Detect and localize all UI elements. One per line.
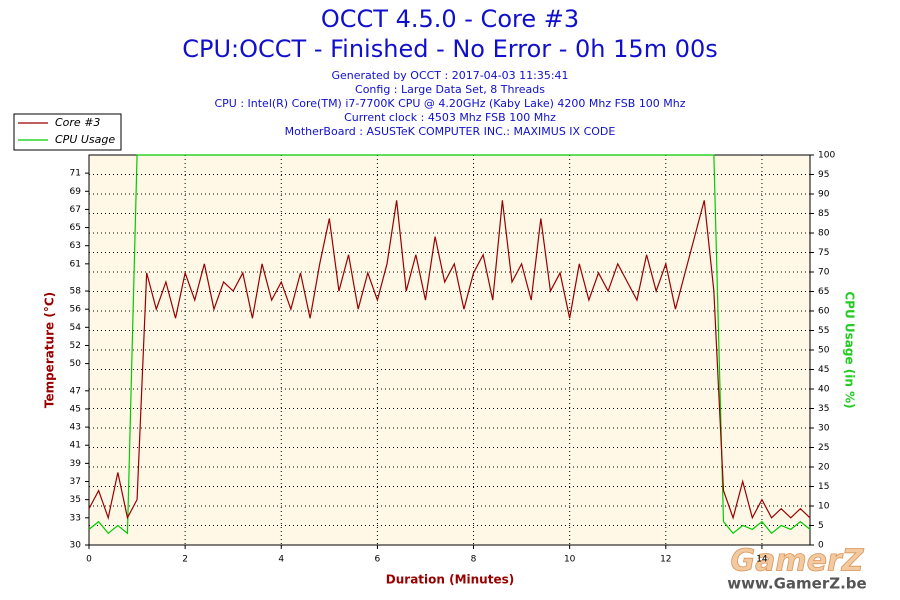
info-line: Current clock : 4503 Mhz FSB 100 Mhz	[344, 111, 556, 124]
info-line: MotherBoard : ASUSTeK COMPUTER INC.: MAX…	[285, 125, 616, 138]
x-tick-label: 6	[375, 555, 381, 565]
y-tick-label: 39	[70, 459, 82, 469]
info-line: CPU : Intel(R) Core(TM) i7-7700K CPU @ 4…	[214, 97, 685, 110]
x-tick-label: 8	[471, 555, 477, 565]
y-tick-label: 56	[70, 305, 82, 315]
y2-tick-label: 100	[818, 151, 835, 161]
y2-tick-label: 60	[818, 307, 830, 317]
y2-tick-label: 20	[818, 463, 830, 473]
y-tick-label: 35	[70, 495, 81, 505]
y-tick-label: 45	[70, 404, 81, 414]
y2-tick-label: 40	[818, 385, 830, 395]
y2-tick-label: 35	[818, 404, 829, 414]
y-tick-label: 69	[70, 187, 82, 197]
chart-subtitle: CPU:OCCT - Finished - No Error - 0h 15m …	[182, 35, 718, 63]
legend-box	[13, 113, 122, 151]
y-tick-label: 41	[70, 441, 81, 451]
x-tick-label: 0	[86, 555, 92, 565]
y2-tick-label: 50	[818, 346, 830, 356]
y2-tick-label: 55	[818, 326, 829, 336]
info-line: Generated by OCCT : 2017-04-03 11:35:41	[331, 69, 568, 82]
series-line	[88, 154, 811, 535]
y-tick-label: 54	[70, 323, 82, 333]
chart-title: OCCT 4.5.0 - Core #3	[321, 5, 579, 33]
y-axis-label: Temperature (°C)	[43, 292, 57, 408]
y2-tick-label: 45	[818, 365, 829, 375]
y-tick-label: 67	[70, 205, 81, 215]
x-tick-label: 14	[756, 555, 768, 565]
info-line: Config : Large Data Set, 8 Threads	[355, 83, 545, 96]
y2-tick-label: 25	[818, 443, 829, 453]
series-line	[88, 200, 811, 521]
y-tick-label: 37	[70, 477, 81, 487]
y-tick-label: 65	[70, 223, 81, 233]
y2-tick-label: 30	[818, 424, 830, 434]
y-tick-label: 43	[70, 423, 81, 433]
y2-tick-label: 95	[818, 170, 829, 180]
y2-tick-label: 90	[818, 190, 830, 200]
x-tick-label: 4	[278, 555, 284, 565]
x-tick-label: 2	[182, 555, 188, 565]
x-tick-label: 10	[564, 555, 576, 565]
y2-tick-label: 65	[818, 287, 829, 297]
y2-tick-label: 0	[818, 541, 824, 551]
y-tick-label: 58	[70, 287, 82, 297]
legend-label: Core #3	[55, 116, 100, 129]
y-tick-label: 47	[70, 386, 81, 396]
y2-tick-label: 80	[818, 229, 830, 239]
legend: Core #3 CPU Usage	[13, 113, 122, 151]
watermark-url: www.GamerZ.be	[727, 575, 866, 593]
y-tick-label: 30	[70, 541, 82, 551]
watermark: GamerZ	[730, 544, 864, 579]
y2-tick-label: 70	[818, 268, 830, 278]
legend-label: CPU Usage	[55, 133, 115, 146]
x-axis-label: Duration (Minutes)	[386, 573, 514, 587]
y2-tick-label: 15	[818, 482, 829, 492]
y-tick-label: 71	[70, 169, 81, 179]
y2-axis-label: CPU Usage (in %)	[843, 291, 857, 408]
y-tick-label: 50	[70, 359, 82, 369]
y2-tick-label: 75	[818, 248, 829, 258]
y-tick-label: 52	[70, 341, 81, 351]
y-tick-label: 61	[70, 259, 81, 269]
y2-tick-label: 10	[818, 502, 830, 512]
y2-tick-label: 85	[818, 209, 829, 219]
y-tick-label: 33	[70, 513, 81, 523]
x-tick-label: 12	[660, 555, 671, 565]
y2-tick-label: 5	[818, 521, 824, 531]
y-tick-label: 63	[70, 241, 81, 251]
